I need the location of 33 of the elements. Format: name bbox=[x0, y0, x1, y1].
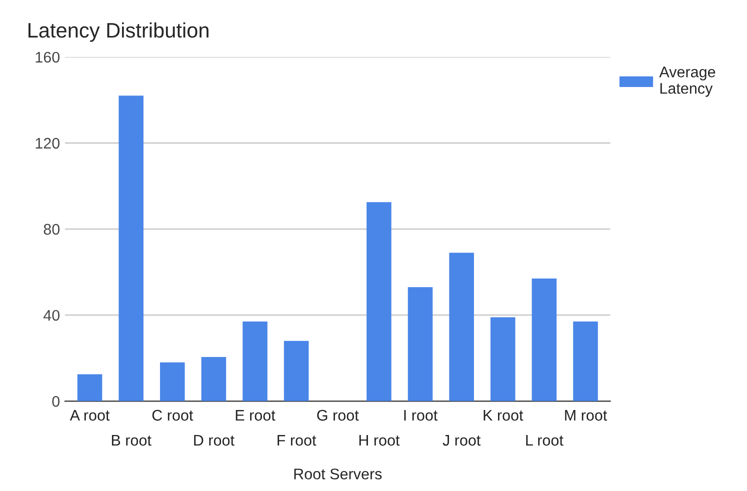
bar bbox=[532, 278, 557, 402]
bar bbox=[449, 252, 474, 402]
y-tick-label: 80 bbox=[44, 224, 60, 235]
y-tick-label: 40 bbox=[43, 310, 60, 321]
bar bbox=[366, 202, 392, 402]
x-tick-label: C root bbox=[152, 410, 194, 421]
bar bbox=[242, 322, 268, 402]
bar bbox=[201, 357, 226, 402]
bar bbox=[490, 317, 516, 402]
x-tick-label: D root bbox=[194, 435, 234, 446]
bar bbox=[160, 362, 185, 402]
x-tick-label: M root bbox=[565, 410, 608, 421]
x-tick-label: K root bbox=[484, 410, 524, 421]
x-tick-label: J root bbox=[442, 435, 481, 446]
x-tick-label: I root bbox=[404, 410, 438, 421]
x-tick-label: A root bbox=[70, 410, 110, 421]
y-tick-label: 0 bbox=[52, 396, 60, 407]
x-axis-title: Root Servers bbox=[294, 468, 382, 480]
bar bbox=[284, 340, 309, 402]
x-tick-label: B root bbox=[112, 435, 152, 446]
legend-label: Average Latency bbox=[659, 66, 716, 97]
y-tick-label: 160 bbox=[36, 52, 60, 63]
bar bbox=[77, 374, 102, 402]
bar bbox=[118, 96, 144, 402]
x-tick-label: G root bbox=[317, 410, 359, 421]
x-tick-label: F root bbox=[278, 435, 316, 446]
chart-title: Latency Distribution bbox=[28, 22, 208, 42]
bar bbox=[573, 322, 598, 402]
x-tick-label: E root bbox=[236, 410, 276, 421]
y-tick-label: 120 bbox=[36, 138, 60, 149]
x-tick-label: L root bbox=[526, 435, 564, 446]
bar bbox=[408, 287, 433, 402]
x-tick-label: H root bbox=[359, 435, 400, 446]
